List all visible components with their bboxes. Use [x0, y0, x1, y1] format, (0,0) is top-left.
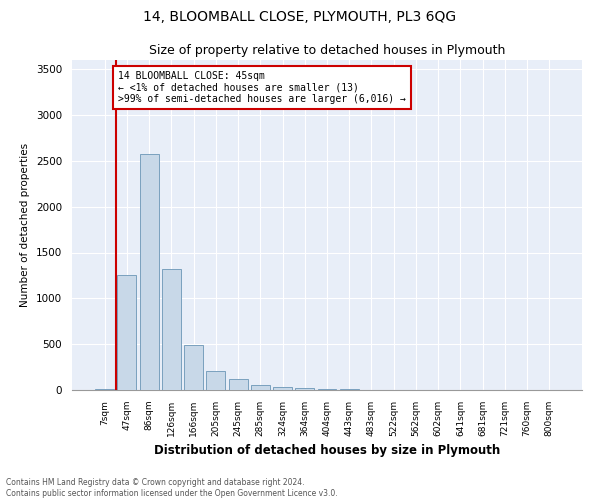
Bar [162, 269, 181, 390]
X-axis label: Distribution of detached houses by size in Plymouth: Distribution of detached houses by size … [154, 444, 500, 458]
Bar [229, 379, 248, 390]
Bar [251, 384, 270, 390]
Bar [118, 276, 136, 390]
Bar [140, 154, 158, 390]
Bar [295, 388, 314, 390]
Bar [184, 345, 203, 390]
Bar [273, 387, 292, 390]
Text: 14, BLOOMBALL CLOSE, PLYMOUTH, PL3 6QG: 14, BLOOMBALL CLOSE, PLYMOUTH, PL3 6QG [143, 10, 457, 24]
Text: Contains HM Land Registry data © Crown copyright and database right 2024.
Contai: Contains HM Land Registry data © Crown c… [6, 478, 338, 498]
Title: Size of property relative to detached houses in Plymouth: Size of property relative to detached ho… [149, 44, 505, 58]
Y-axis label: Number of detached properties: Number of detached properties [20, 143, 31, 307]
Bar [206, 371, 225, 390]
Text: 14 BLOOMBALL CLOSE: 45sqm
← <1% of detached houses are smaller (13)
>99% of semi: 14 BLOOMBALL CLOSE: 45sqm ← <1% of detac… [118, 71, 406, 104]
Bar [95, 389, 114, 390]
Bar [317, 389, 337, 390]
